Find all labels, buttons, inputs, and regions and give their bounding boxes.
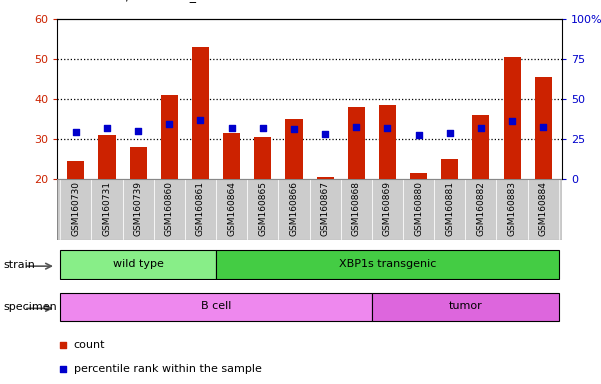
Bar (441, 159, 459, 179)
Text: percentile rank within the sample: percentile rank within the sample (74, 364, 261, 374)
Bar (216, 250, 559, 279)
Text: GSM160861: GSM160861 (196, 181, 205, 236)
Text: strain: strain (3, 260, 35, 270)
Bar (341, 179, 372, 240)
Point (258, 125, 267, 131)
Point (445, 130, 454, 136)
Bar (185, 179, 216, 240)
Point (352, 124, 361, 130)
Bar (216, 179, 247, 240)
Point (383, 125, 392, 131)
Text: XBP1s transgenic: XBP1s transgenic (339, 259, 436, 269)
Bar (504, 57, 520, 179)
Text: GSM160866: GSM160866 (290, 181, 299, 236)
Bar (472, 115, 489, 179)
Bar (403, 179, 434, 240)
Bar (130, 147, 147, 179)
Point (476, 124, 486, 131)
Point (320, 131, 330, 137)
Bar (278, 179, 310, 240)
Bar (528, 179, 559, 240)
Point (289, 126, 299, 132)
Bar (223, 133, 240, 179)
Text: GSM160739: GSM160739 (133, 181, 142, 236)
Bar (99, 135, 115, 179)
Bar (192, 47, 209, 179)
Bar (91, 179, 123, 240)
Bar (160, 95, 178, 179)
Text: GDS2640 / 1457330_at: GDS2640 / 1457330_at (63, 0, 209, 2)
Text: count: count (74, 340, 105, 350)
Bar (60, 293, 372, 321)
Text: GSM160731: GSM160731 (102, 181, 111, 236)
Bar (317, 177, 334, 179)
Point (133, 128, 143, 134)
Text: specimen: specimen (3, 302, 56, 312)
Bar (379, 105, 396, 179)
Bar (60, 250, 216, 279)
Text: GSM160867: GSM160867 (320, 181, 329, 236)
Bar (496, 179, 528, 240)
Bar (123, 179, 154, 240)
Text: GSM160864: GSM160864 (227, 181, 236, 236)
Bar (372, 179, 403, 240)
Text: GSM160865: GSM160865 (258, 181, 267, 236)
Text: GSM160860: GSM160860 (165, 181, 174, 236)
Point (71, 129, 81, 135)
Point (196, 118, 206, 124)
Point (58, 342, 68, 348)
Text: tumor: tumor (448, 301, 482, 311)
Text: GSM160882: GSM160882 (477, 181, 486, 236)
Bar (535, 77, 552, 179)
Bar (67, 161, 84, 179)
Bar (60, 179, 91, 240)
Bar (410, 172, 427, 179)
Text: GSM160883: GSM160883 (508, 181, 517, 236)
Text: GSM160730: GSM160730 (72, 181, 81, 236)
Point (413, 132, 423, 138)
Bar (247, 179, 278, 240)
Text: GSM160884: GSM160884 (538, 181, 548, 236)
Text: GSM160868: GSM160868 (352, 181, 361, 236)
Bar (372, 293, 559, 321)
Bar (348, 107, 365, 179)
Text: wild type: wild type (112, 259, 163, 269)
Point (58, 366, 68, 372)
Text: GSM160881: GSM160881 (445, 181, 454, 236)
Point (165, 121, 174, 127)
Bar (254, 137, 271, 179)
Point (102, 125, 112, 131)
Text: B cell: B cell (201, 301, 231, 311)
Bar (285, 119, 302, 179)
Bar (310, 179, 341, 240)
Text: GSM160869: GSM160869 (383, 181, 392, 236)
Point (507, 118, 517, 124)
Point (227, 125, 236, 131)
Bar (154, 179, 185, 240)
Bar (434, 179, 465, 240)
Text: GSM160880: GSM160880 (414, 181, 423, 236)
Point (538, 124, 548, 130)
Bar (465, 179, 496, 240)
